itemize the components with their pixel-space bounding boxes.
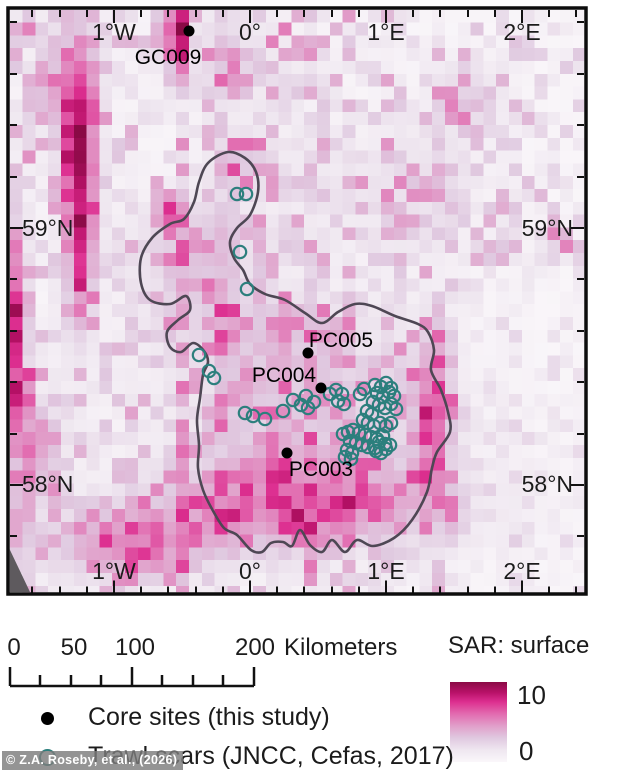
core-site-marker [302,347,314,359]
scalebar-label-50: 50 [60,634,88,661]
trawl-scar-marker [354,437,370,453]
core-site-marker [183,25,195,37]
map-label: 59°N [22,215,73,241]
scalebar-label-100: 100 [114,634,156,661]
colorbar-title: SAR: surface [448,632,590,659]
colorbar-gradient [450,682,507,762]
core-site-legend-marker [41,712,54,725]
scalebar-graphic [8,667,256,688]
colorbar-min-label: 0 [519,736,534,766]
map-label: 58°N [522,471,573,497]
map-label: 0° [239,558,261,584]
trawl-scar-marker [388,401,404,417]
map-label: 1°E [367,558,404,584]
colorbar-max-label: 10 [517,680,546,710]
map-label: 2°E [503,558,540,584]
map-label: 59°N [522,215,573,241]
map-label: 0° [239,19,261,45]
trawl-scar-marker [229,186,245,202]
map-frame [6,6,588,596]
trawl-scar-marker [337,449,353,465]
trawl-scar-marker [336,396,352,412]
trawl-scar-marker [257,411,273,427]
scalebar-ticks [8,667,256,688]
legend-label-core-sites: Core sites (this study) [88,703,330,731]
scalebar-label-200: 200 [234,634,276,661]
trawl-scar-marker [298,388,314,404]
trawl-scar-marker [343,451,359,467]
trawl-scar-marker [237,405,253,421]
trawl-scar-marker [191,347,207,363]
land-corner [9,549,30,592]
trawl-scar-marker [378,441,394,457]
trawl-scar-marker [344,445,360,461]
trawl-scar-marker [383,415,399,431]
trawl-scar-marker [275,403,291,419]
trawl-scar-marker [340,424,356,440]
sar-raster [9,9,585,593]
map-label: GC009 [135,46,202,69]
credit-watermark: © Z.A. Roseby, et al., (2026) [2,751,184,770]
trawl-scar-marker [239,281,255,297]
trawl-scar-marker [238,186,254,202]
trawl-scar-marker [382,437,398,453]
map-label: 2°E [503,19,540,45]
trawl-scar-marker [232,244,248,260]
map-label: PC004 [252,364,317,387]
trawl-scars-layer [191,186,404,467]
core-site-marker [315,382,327,394]
map-label: PC003 [289,458,353,481]
graticule-labels: 1°W 1°W 0° 0° 1°E 1°E 2°E 2°E 59°N 59°N 58°N 58°N [22,19,573,584]
map-label: PC005 [309,329,373,352]
trawl-scar-marker [206,370,222,386]
core-sites-layer: GC009 PC005 PC004 PC003 [135,25,373,481]
map-label: 58°N [22,471,73,497]
map-label: 1°W [92,19,136,45]
map-label: 1°W [92,558,136,584]
frame-ticks [10,10,584,594]
map-canvas: 1°W 1°W 0° 0° 1°E 1°E 2°E 2°E 59°N 59°N 58°N 58°N GC… [6,6,588,596]
sediment-area-contour [138,150,452,554]
scalebar-unit-label: Kilometers [284,634,398,661]
core-site-marker [281,447,293,459]
trawl-scar-marker [334,386,350,402]
scalebar-label-0: 0 [7,634,21,661]
map-label: 1°E [367,19,404,45]
